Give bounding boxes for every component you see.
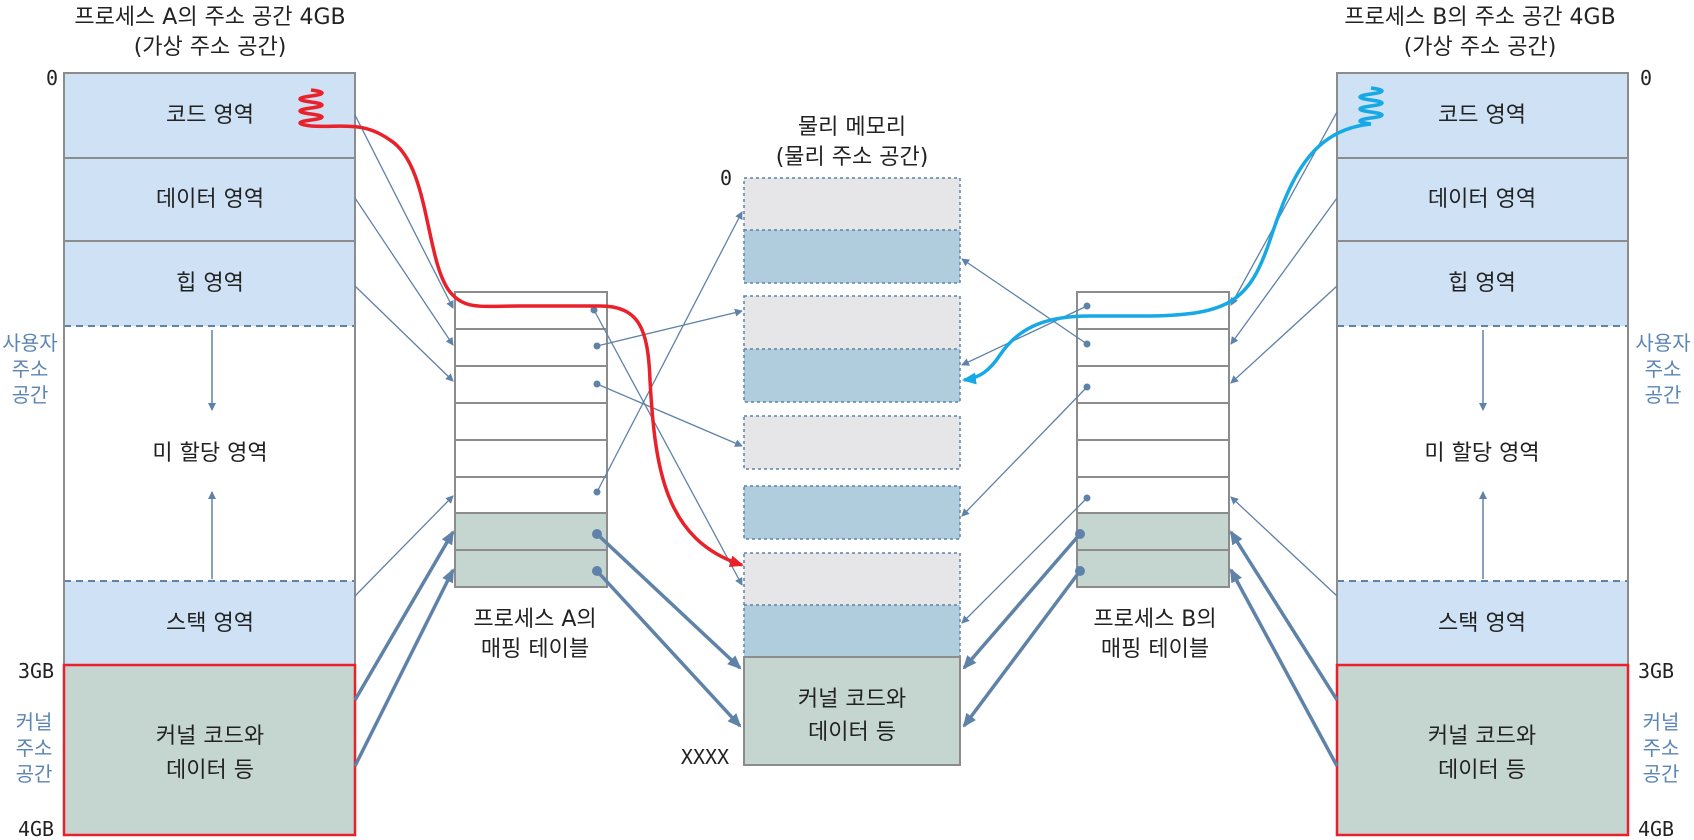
process-a-user-space-label-2: 주소 [12,357,49,381]
physical-memory [743,177,961,766]
process-b-heap-region [1337,241,1628,326]
phys-page [744,416,960,469]
process-a-addr-3gb: 3GB [18,659,54,683]
process-a-code-region [64,73,355,158]
process-a-addr-4gb: 4GB [18,817,54,840]
mapping-table-a [454,291,608,588]
kernel-mapping-arrows [353,530,1339,767]
physical-memory-title: 물리 메모리 [798,115,906,140]
process-a-stack-region [64,581,355,665]
process-a-title: 프로세스 A의 주소 공간 4GB [74,5,345,30]
process-b-data-label: 데이터 영역 [1428,187,1536,212]
process-b-code-label: 코드 영역 [1438,103,1526,128]
process-b-user-space-label-2: 주소 [1645,357,1682,381]
process-b-user-space-label-1: 사용자 [1635,331,1690,355]
process-a-user-space-label-1: 사용자 [2,331,57,355]
process-b-unallocated-label: 미 할당 영역 [1424,441,1539,466]
mapping-table-b-label-2: 매핑 테이블 [1101,637,1209,662]
process-a-kernel-space-label-3: 공간 [16,762,53,786]
physical-memory-addr-bottom: XXXX [681,745,729,769]
physical-kernel-label-2: 데이터 등 [808,720,896,745]
phys-page [744,296,960,349]
process-a-address-space [62,72,357,837]
process-b-subtitle: (가상 주소 공간) [1404,35,1557,60]
phys-page [744,230,960,283]
table-entry-dots [590,302,1091,576]
mapping-table-b [1076,291,1230,588]
process-b-kernel-space-label-2: 주소 [1643,736,1680,760]
process-a-user-space-label-3: 공간 [12,383,49,407]
physical-memory-subtitle: (물리 주소 공간) [776,145,929,170]
process-a-heap-region [64,241,355,326]
physical-kernel-label-1: 커널 코드와 [798,687,906,712]
process-b-stack-label: 스택 영역 [1438,611,1526,636]
process-a-addr-top: 0 [46,66,58,90]
process-a-kernel-space-label-2: 주소 [16,736,53,760]
process-a-kernel-label-2: 데이터 등 [166,758,254,783]
process-a-kernel-space-label-1: 커널 [16,710,53,734]
process-b-addr-3gb: 3GB [1638,659,1674,683]
process-a-data-label: 데이터 영역 [156,187,264,212]
phys-page [744,553,960,605]
process-b-kernel-region [1335,663,1630,837]
process-a-subtitle: (가상 주소 공간) [134,35,287,60]
mapping-table-b-label-1: 프로세스 B의 [1093,607,1216,632]
process-b-kernel-space-label-1: 커널 [1643,710,1680,734]
process-b-address-space [1335,72,1630,837]
process-b-addr-4gb: 4GB [1638,817,1674,840]
process-b-stack-region [1337,581,1628,665]
phys-page [744,178,960,230]
process-b-addr-top: 0 [1640,66,1652,90]
process-b-kernel-label-1: 커널 코드와 [1428,724,1536,749]
process-b-heap-label: 힙 영역 [1448,271,1516,296]
phys-page [744,349,960,402]
phys-page [744,605,960,657]
process-a-kernel-label-1: 커널 코드와 [156,724,264,749]
process-b-kernel-space-label-3: 공간 [1643,762,1680,786]
phys-page [744,486,960,539]
process-a-heap-label: 힙 영역 [176,271,244,296]
physical-memory-addr-top: 0 [720,166,732,190]
process-b-data-region [1337,158,1628,241]
process-b-code-path [962,86,1384,385]
process-a-code-path [298,88,744,567]
process-a-kernel-region [62,663,357,837]
phys-kernel-region [743,656,961,766]
process-b-title: 프로세스 B의 주소 공간 4GB [1344,5,1615,30]
process-a-stack-label: 스택 영역 [166,611,254,636]
process-a-code-label: 코드 영역 [166,103,254,128]
mapping-arrows [354,111,1338,624]
mapping-table-a-label-2: 매핑 테이블 [481,637,589,662]
process-b-code-region [1337,73,1628,158]
process-b-user-space-label-3: 공간 [1645,383,1682,407]
mapping-table-a-label-1: 프로세스 A의 [473,607,596,632]
process-a-data-region [64,158,355,241]
process-a-unallocated-region [64,326,355,581]
process-a-unallocated-label: 미 할당 영역 [152,441,267,466]
process-b-kernel-label-2: 데이터 등 [1438,758,1526,783]
